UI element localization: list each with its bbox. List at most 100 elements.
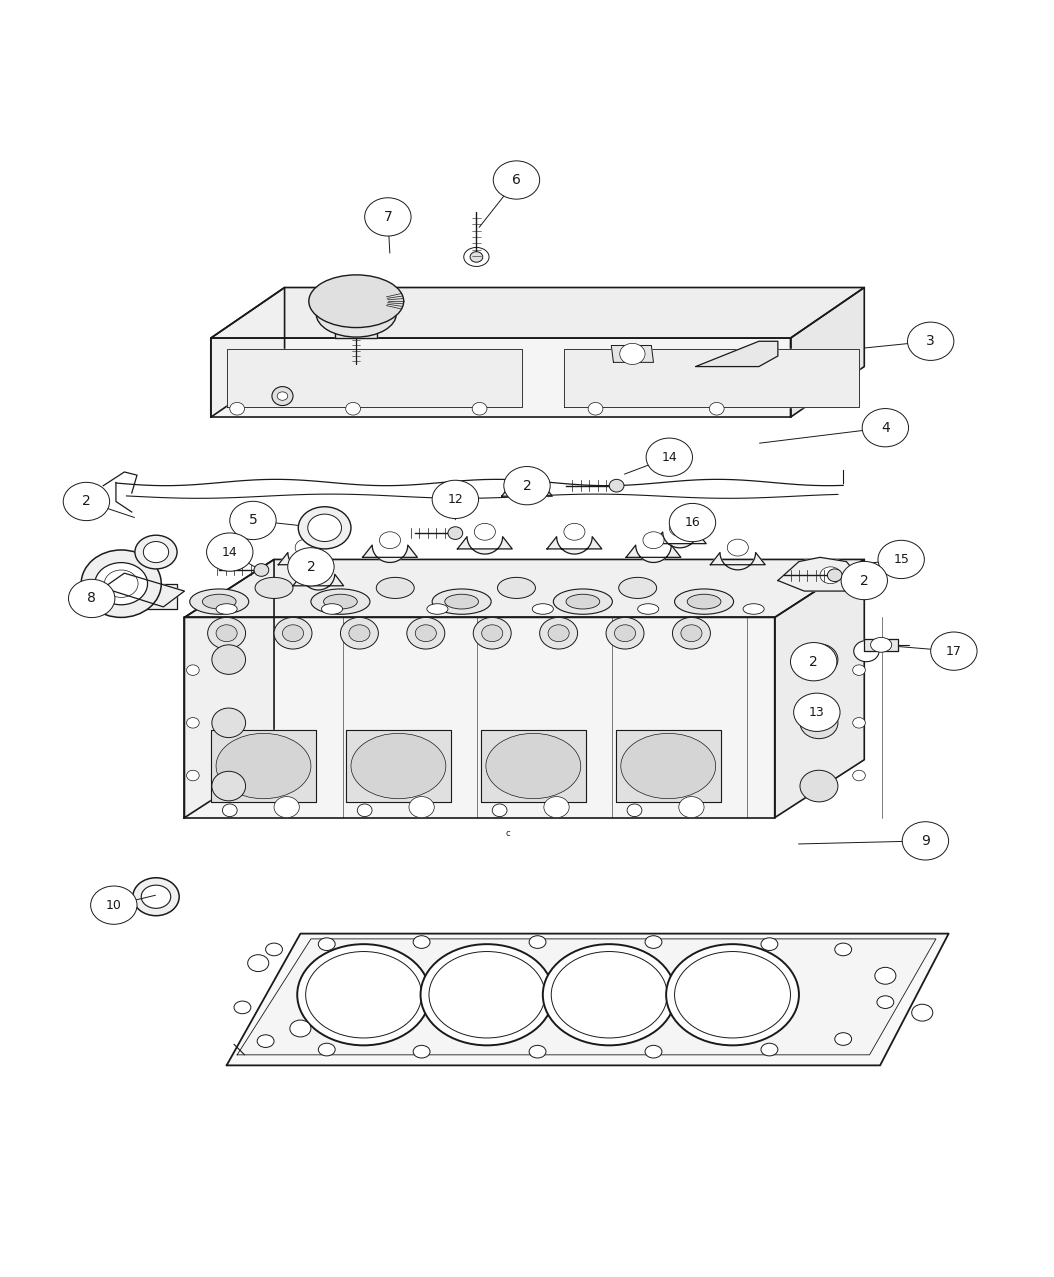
Ellipse shape (421, 944, 553, 1046)
Ellipse shape (548, 624, 569, 641)
Text: 15: 15 (893, 553, 910, 566)
Ellipse shape (504, 466, 550, 504)
Ellipse shape (486, 733, 581, 798)
Text: 2: 2 (82, 494, 91, 508)
Ellipse shape (564, 524, 585, 540)
Ellipse shape (135, 535, 177, 570)
Ellipse shape (254, 563, 269, 576)
Polygon shape (547, 536, 602, 554)
Ellipse shape (216, 733, 311, 798)
Polygon shape (227, 933, 949, 1065)
Polygon shape (778, 557, 862, 591)
Text: c: c (506, 829, 510, 838)
Ellipse shape (311, 589, 370, 614)
Ellipse shape (309, 275, 404, 328)
Ellipse shape (473, 617, 511, 649)
Ellipse shape (669, 520, 690, 536)
Ellipse shape (187, 770, 199, 780)
Ellipse shape (588, 402, 603, 415)
Ellipse shape (875, 968, 896, 985)
Ellipse shape (877, 996, 894, 1009)
Ellipse shape (543, 944, 676, 1046)
Polygon shape (211, 730, 316, 802)
Ellipse shape (318, 1043, 335, 1056)
Ellipse shape (230, 502, 276, 540)
Ellipse shape (445, 594, 479, 609)
Ellipse shape (540, 617, 578, 649)
Ellipse shape (627, 805, 642, 816)
Text: 16: 16 (685, 516, 700, 529)
Ellipse shape (835, 944, 852, 955)
Ellipse shape (620, 344, 645, 364)
Ellipse shape (666, 944, 799, 1046)
Text: 10: 10 (105, 899, 122, 912)
Ellipse shape (257, 1034, 274, 1047)
Text: 9: 9 (921, 834, 930, 848)
Ellipse shape (63, 483, 110, 521)
Ellipse shape (820, 567, 841, 584)
Text: 8: 8 (87, 591, 96, 605)
Ellipse shape (669, 503, 716, 541)
Ellipse shape (190, 589, 249, 614)
Polygon shape (696, 341, 778, 366)
Ellipse shape (871, 637, 892, 653)
Polygon shape (184, 559, 864, 617)
Text: 12: 12 (448, 493, 463, 506)
Polygon shape (335, 322, 377, 338)
Ellipse shape (619, 577, 657, 599)
Ellipse shape (413, 936, 430, 949)
Polygon shape (211, 287, 864, 338)
Ellipse shape (853, 665, 865, 676)
Polygon shape (184, 559, 274, 817)
Ellipse shape (187, 718, 199, 728)
Text: 2: 2 (860, 573, 868, 587)
Ellipse shape (212, 707, 246, 738)
Ellipse shape (212, 771, 246, 801)
Ellipse shape (248, 955, 269, 972)
Polygon shape (293, 575, 344, 590)
Ellipse shape (216, 604, 237, 614)
Ellipse shape (69, 580, 115, 618)
Ellipse shape (646, 438, 692, 476)
Polygon shape (227, 349, 522, 406)
Ellipse shape (349, 624, 370, 641)
Ellipse shape (474, 524, 495, 540)
Ellipse shape (853, 718, 865, 728)
Ellipse shape (645, 1046, 662, 1057)
Ellipse shape (727, 539, 748, 555)
Ellipse shape (516, 472, 538, 489)
Polygon shape (864, 638, 898, 651)
Ellipse shape (878, 540, 924, 578)
Ellipse shape (308, 515, 341, 541)
Ellipse shape (230, 402, 245, 415)
Ellipse shape (407, 617, 445, 649)
Ellipse shape (532, 604, 553, 614)
Ellipse shape (614, 624, 636, 641)
Ellipse shape (316, 291, 396, 337)
Ellipse shape (800, 644, 838, 676)
Ellipse shape (621, 733, 716, 798)
Ellipse shape (497, 577, 535, 599)
Text: 2: 2 (809, 655, 818, 669)
Ellipse shape (645, 936, 662, 949)
Ellipse shape (427, 604, 448, 614)
Ellipse shape (290, 1020, 311, 1037)
Polygon shape (710, 553, 765, 570)
Ellipse shape (790, 642, 837, 681)
Polygon shape (211, 338, 790, 418)
Ellipse shape (351, 733, 446, 798)
Ellipse shape (365, 198, 411, 236)
Ellipse shape (675, 589, 734, 614)
Ellipse shape (318, 937, 335, 950)
Ellipse shape (862, 409, 909, 447)
Ellipse shape (853, 770, 865, 780)
Polygon shape (502, 484, 552, 501)
Ellipse shape (482, 624, 503, 641)
Text: 6: 6 (512, 172, 521, 186)
Ellipse shape (207, 533, 253, 571)
Polygon shape (126, 584, 177, 609)
Ellipse shape (800, 707, 838, 738)
Ellipse shape (472, 402, 487, 415)
Ellipse shape (687, 594, 721, 609)
Ellipse shape (288, 548, 334, 586)
